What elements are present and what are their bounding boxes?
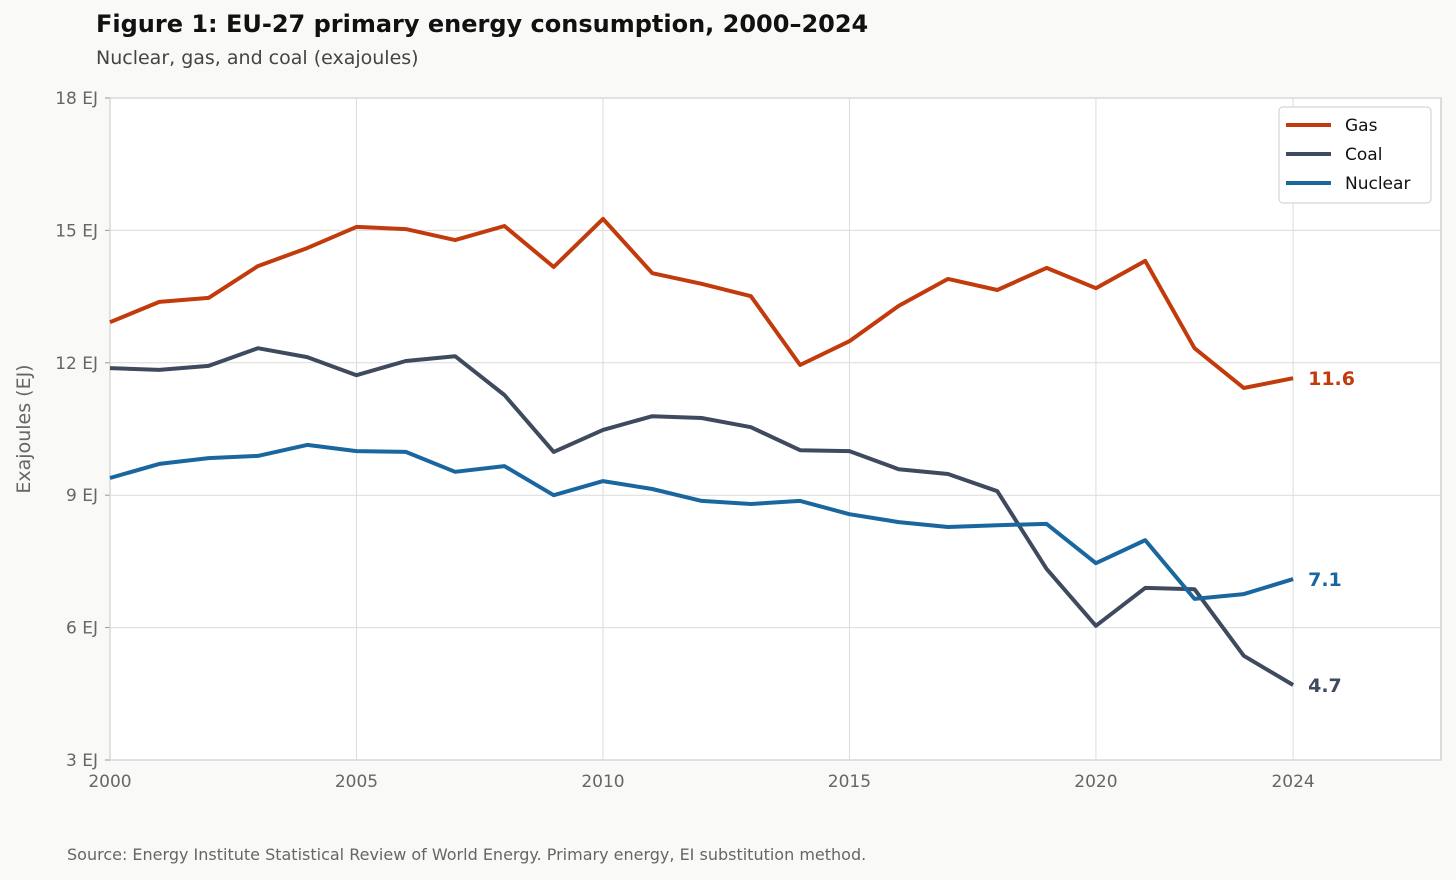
chart-subtitle: Nuclear, gas, and coal (exajoules)	[96, 47, 419, 69]
plot-area	[109, 97, 1442, 761]
x-tick-label: 2010	[581, 772, 624, 792]
x-tick-label: 2020	[1074, 772, 1117, 792]
legend-label-gas: Gas	[1345, 116, 1378, 136]
y-tick-label: 3 EJ	[66, 751, 98, 771]
series-line-nuclear	[109, 442, 1294, 601]
y-tick-label: 15 EJ	[55, 221, 98, 241]
end-label-gas: 11.6	[1308, 368, 1355, 390]
x-tick-label: 2005	[335, 772, 378, 792]
y-axis-label: Exajoules (EJ)	[13, 364, 35, 493]
x-tick-label: 2015	[828, 772, 871, 792]
legend-label-coal: Coal	[1345, 145, 1382, 165]
source-note: Source: Energy Institute Statistical Rev…	[67, 845, 867, 864]
y-tick-label: 12 EJ	[55, 354, 98, 374]
x-tick-label: 2000	[88, 772, 131, 792]
y-tick-label: 9 EJ	[66, 486, 98, 506]
chart-title: Figure 1: EU-27 primary energy consumpti…	[96, 10, 869, 38]
end-label-nuclear: 7.1	[1308, 569, 1342, 591]
x-tick-label: 2024	[1271, 772, 1314, 792]
end-label-coal: 4.7	[1308, 675, 1342, 697]
legend-label-nuclear: Nuclear	[1345, 174, 1410, 194]
y-tick-label: 18 EJ	[55, 89, 98, 109]
legend	[1278, 106, 1432, 204]
y-tick-label: 6 EJ	[66, 619, 98, 639]
series-line-coal	[109, 346, 1295, 687]
series-line-gas	[109, 216, 1294, 390]
